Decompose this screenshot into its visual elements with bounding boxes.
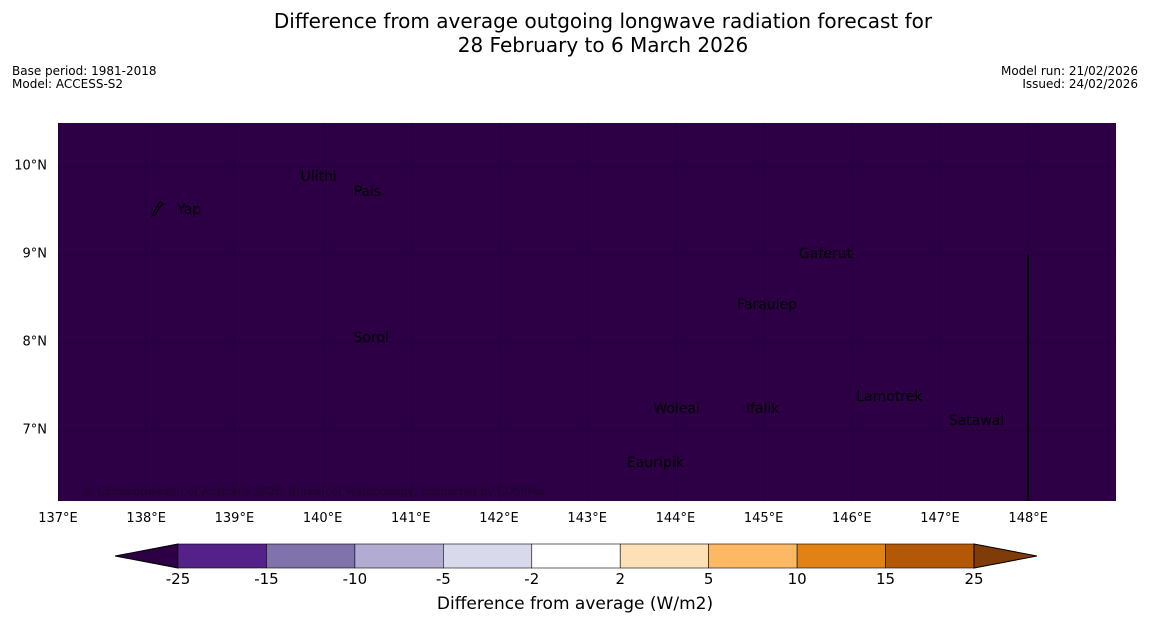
lon-tick-label: 143°E (567, 511, 607, 526)
colorbar-segment (619, 543, 709, 569)
colorbar-tick-label: 10 (787, 570, 807, 588)
copyright-text: © Commonwealth of Australia 2026, Bureau… (83, 485, 547, 498)
lon-tick-label: 139°E (214, 511, 255, 526)
place-label-eauripik: Eauripik (626, 454, 684, 471)
gridline-lat (58, 166, 1116, 167)
place-label-yap: Yap (177, 202, 202, 218)
lon-tick-label: 142°E (479, 511, 519, 526)
place-label-satawal: Satawal (948, 413, 1005, 430)
colorbar-label: Difference from average (W/m2) (436, 594, 714, 614)
colorbar-tick-label: 15 (876, 570, 896, 588)
lat-tick-label: 8°N (22, 334, 48, 350)
gridline-lon (940, 123, 941, 501)
place-label-woleai: Woleai (653, 400, 700, 417)
title-line-2: 28 February to 6 March 2026 (457, 33, 749, 57)
gridline-lon (58, 123, 59, 501)
meta-right: Model run: 21/02/2026 Issued: 24/02/2026 (1001, 65, 1138, 91)
lat-tick-label: 7°N (22, 422, 48, 438)
colorbar-tick-label: 5 (703, 570, 714, 588)
yap-island-outline (150, 201, 165, 218)
gridline-lon (410, 123, 412, 501)
place-label-pais: Pais (353, 184, 382, 201)
lon-tick-label: 145°E (743, 511, 784, 526)
gridline-lon (1028, 123, 1030, 501)
issued-date: Issued: 24/02/2026 (1022, 77, 1138, 91)
colorbar-segment (177, 543, 267, 569)
lon-tick-label: 147°E (920, 511, 960, 526)
lon-tick-label: 137°E (38, 511, 78, 526)
gridline-lon (763, 123, 765, 501)
colorbar-tick-label: 2 (615, 570, 625, 588)
colorbar-segment (354, 543, 444, 569)
meta-left: Base period: 1981-2018 Model: ACCESS-S2 (12, 65, 157, 91)
colorbar-tick-label: -15 (254, 570, 279, 588)
chart-title: Difference from average outgoing longwav… (0, 9, 1150, 57)
lat-tick-label: 10°N (14, 158, 47, 174)
lon-tick-label: 144°E (655, 511, 696, 526)
place-label-ifalik: Ifalik (745, 400, 780, 417)
gridline-lon (146, 123, 148, 501)
place-label-gaferut: Gaferut (798, 246, 852, 262)
colorbar-tick-label: -5 (435, 570, 451, 588)
colorbar-segment (443, 543, 533, 569)
colorbar-segment (708, 543, 798, 569)
lon-tick-label: 140°E (302, 511, 343, 526)
place-label-sorol: Sorol (353, 329, 389, 346)
lon-tick-label: 148°E (1008, 511, 1048, 526)
colorbar-segment (796, 543, 886, 569)
lon-tick-label: 146°E (832, 511, 872, 526)
gridline-lon (234, 123, 236, 501)
colorbar-extend-low (115, 543, 179, 569)
map-area: © Commonwealth of Australia 2026, Bureau… (58, 123, 1116, 501)
colorbar-tick-label: 25 (964, 570, 984, 588)
title-line-1: Difference from average outgoing longwav… (273, 9, 933, 33)
lon-tick-label: 141°E (391, 511, 431, 526)
colorbar-tick-label: -2 (524, 570, 540, 588)
colorbar-segment (531, 543, 621, 569)
gridline-lat (58, 430, 1116, 431)
colorbar-tick-label: -25 (165, 570, 191, 588)
gridline-lon (587, 123, 589, 501)
colorbar (115, 543, 1037, 569)
gridline-lat (58, 342, 1116, 343)
colorbar-segment (885, 543, 975, 569)
model-run: Model run: 21/02/2026 (1000, 64, 1138, 78)
gridline-lon (851, 123, 853, 501)
lat-tick-label: 9°N (22, 246, 48, 262)
gridline-lat (58, 254, 1116, 255)
base-period: Base period: 1981-2018 (12, 64, 157, 78)
model-name: Model: ACCESS-S2 (12, 77, 124, 91)
place-label-faraulep: Faraulep (737, 297, 798, 314)
colorbar-segment (266, 543, 356, 569)
eez-boundary-line (1027, 255, 1029, 501)
place-label-lamotrek: Lamotrek (856, 389, 923, 406)
colorbar-tick-label: -10 (342, 570, 368, 588)
gridline-lon (499, 123, 500, 501)
gridline-lon (322, 123, 324, 501)
place-label-ulithi: Ulithi (300, 169, 337, 186)
lon-tick-label: 138°E (126, 511, 166, 526)
colorbar-extend-high (973, 543, 1037, 569)
gridline-lon (675, 123, 677, 501)
